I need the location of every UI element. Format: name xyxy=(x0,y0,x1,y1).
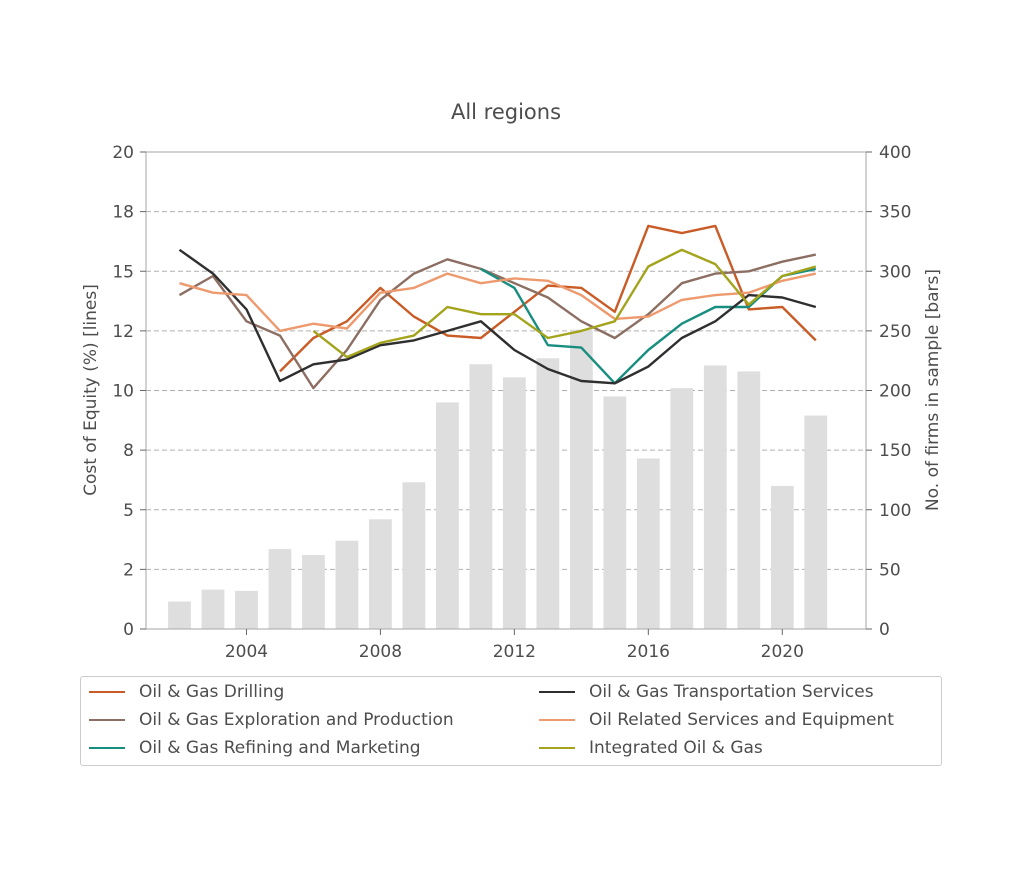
y-right-tick-label: 200 xyxy=(879,382,911,402)
bar xyxy=(369,519,392,629)
x-tick-label: 2012 xyxy=(493,642,536,662)
legend-item: Oil & Gas Drilling xyxy=(89,682,284,702)
y-axis-right-label: No. of firms in sample [bars] xyxy=(923,269,943,511)
legend-label: Oil & Gas Exploration and Production xyxy=(139,710,454,730)
y-right-tick-label: 350 xyxy=(879,203,911,223)
series-line xyxy=(178,248,817,385)
bar xyxy=(335,540,359,629)
bar-series xyxy=(168,329,828,629)
bar xyxy=(235,590,258,629)
bar xyxy=(737,371,761,629)
series-line xyxy=(178,253,817,390)
x-tick-label: 2016 xyxy=(627,642,670,662)
y-right-tick-label: 100 xyxy=(879,501,911,521)
legend-swatch xyxy=(539,746,575,750)
bar xyxy=(670,388,694,629)
y-axis-left-label: Cost of Equity (%) [lines] xyxy=(81,284,101,496)
series-line xyxy=(279,224,817,373)
bar xyxy=(502,377,526,629)
y-right-tick-label: 150 xyxy=(879,441,911,461)
y-right-tick-label: 300 xyxy=(879,262,911,282)
bar xyxy=(201,589,225,629)
legend-item: Oil & Gas Refining and Marketing xyxy=(89,738,421,758)
series-line xyxy=(179,272,817,333)
bar xyxy=(268,549,292,629)
legend-label: Oil & Gas Transportation Services xyxy=(589,682,874,702)
legend-label: Oil & Gas Drilling xyxy=(139,682,285,702)
x-tick-label: 2020 xyxy=(761,642,804,662)
series-line xyxy=(312,248,817,359)
legend: Oil & Gas Drilling Oil & Gas Exploration … xyxy=(80,676,942,766)
chart-title: All regions xyxy=(451,100,561,124)
bar xyxy=(569,329,593,629)
y-left-tick-label: 18 xyxy=(112,203,134,223)
bar xyxy=(804,415,828,629)
legend-label: Integrated Oil & Gas xyxy=(589,738,763,758)
y-left-tick-label: 5 xyxy=(123,501,134,521)
legend-swatch xyxy=(89,690,125,694)
y-right-tick-label: 0 xyxy=(879,620,890,640)
y-left-tick-label: 20 xyxy=(112,143,134,163)
line-series xyxy=(178,224,817,390)
bar xyxy=(603,396,627,629)
y-left-tick-label: 2 xyxy=(123,560,134,580)
y-right-tick-label: 50 xyxy=(879,560,901,580)
bar xyxy=(636,458,660,629)
y-left-tick-label: 12 xyxy=(112,322,134,342)
legend-label: Oil & Gas Refining and Marketing xyxy=(139,738,421,758)
legend-swatch xyxy=(89,718,125,722)
bar xyxy=(536,358,560,629)
legend-item: Oil & Gas Exploration and Production xyxy=(89,710,454,730)
bar xyxy=(402,482,426,629)
bar xyxy=(168,601,191,629)
legend-swatch xyxy=(539,690,575,694)
y-left-tick-label: 8 xyxy=(123,441,134,461)
legend-item: Oil & Gas Transportation Services xyxy=(539,682,874,702)
y-left-tick-label: 10 xyxy=(112,382,134,402)
bar xyxy=(302,555,325,629)
legend-swatch xyxy=(539,718,575,722)
bar xyxy=(469,364,493,629)
legend-label: Oil Related Services and Equipment xyxy=(589,710,894,730)
y-left-tick-label: 0 xyxy=(123,620,134,640)
bar xyxy=(770,485,794,629)
bar xyxy=(436,402,459,629)
legend-item: Integrated Oil & Gas xyxy=(539,738,763,758)
x-tick-label: 2008 xyxy=(359,642,402,662)
axes: 0258101215182005010015020025030035040020… xyxy=(112,143,911,662)
legend-item: Oil Related Services and Equipment xyxy=(539,710,894,730)
y-right-tick-label: 250 xyxy=(879,322,911,342)
x-tick-label: 2004 xyxy=(225,642,268,662)
bar xyxy=(703,365,727,629)
y-left-tick-label: 15 xyxy=(112,262,134,282)
y-right-tick-label: 400 xyxy=(879,143,911,163)
legend-swatch xyxy=(89,746,125,750)
